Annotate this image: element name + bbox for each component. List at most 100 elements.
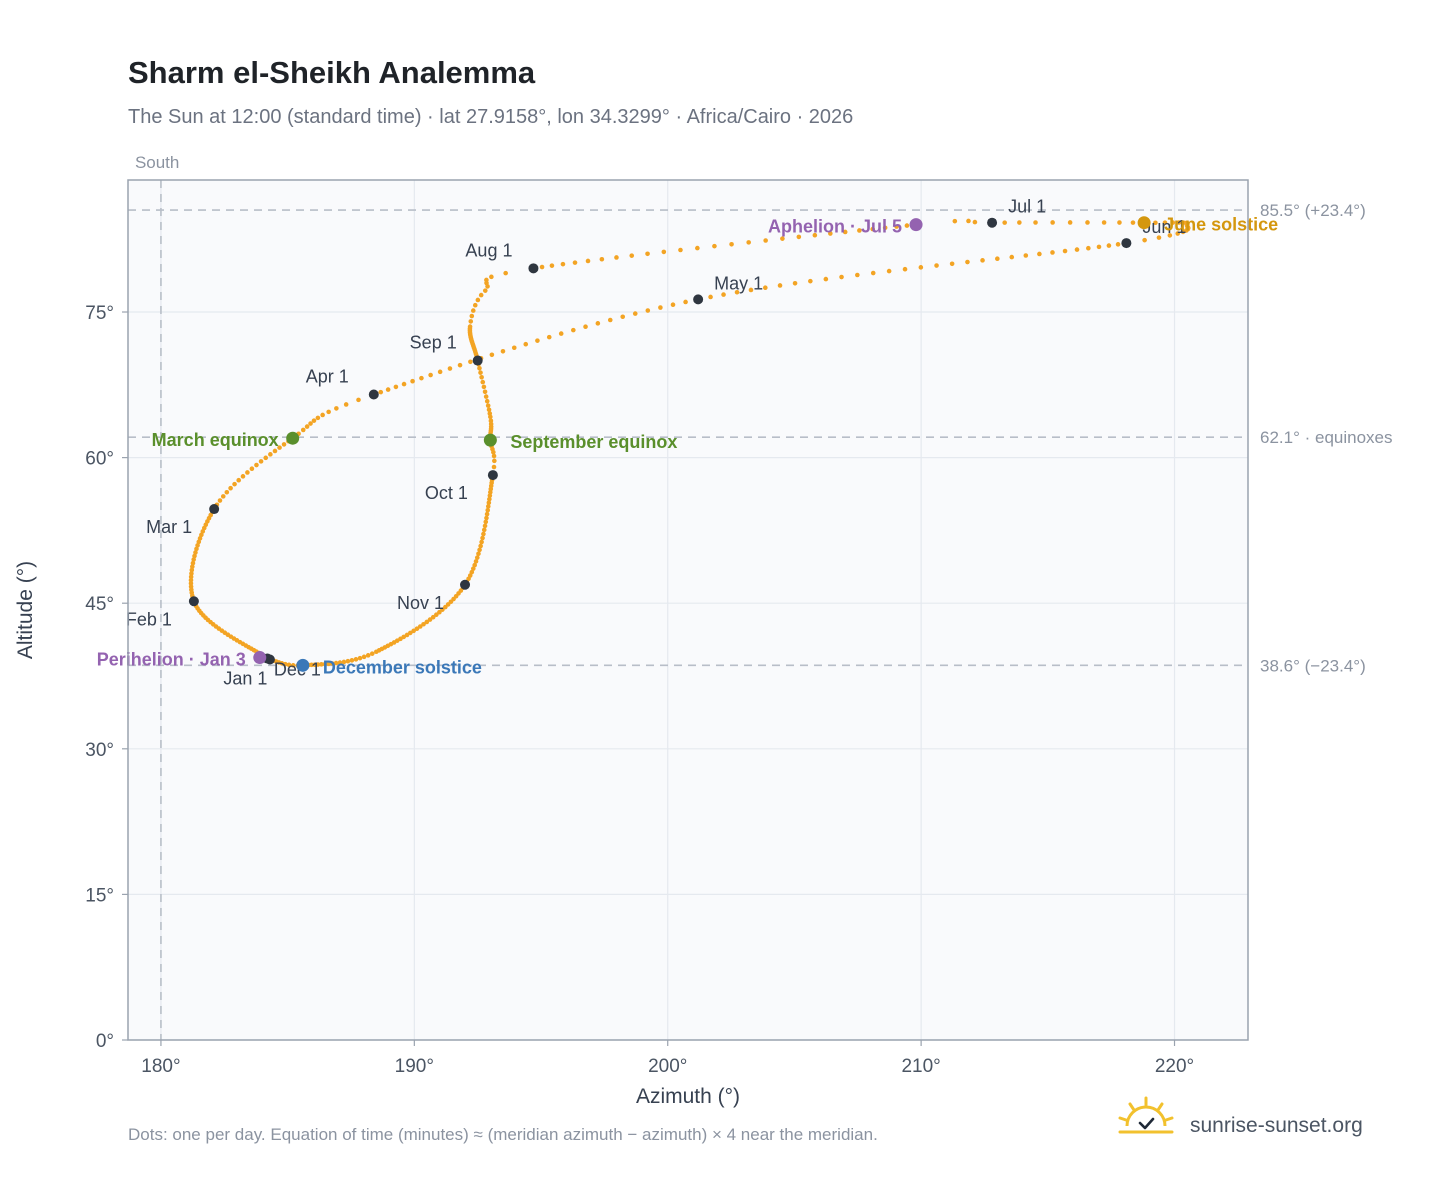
- day-dot: [424, 619, 430, 625]
- day-dot: [572, 260, 578, 265]
- day-dot: [558, 331, 564, 336]
- day-dot: [620, 314, 626, 320]
- event-dot-december-solstice: [296, 658, 310, 672]
- footer-note: Dots: one per day. Equation of time (min…: [128, 1125, 878, 1144]
- day-dot: [470, 308, 476, 313]
- day-dot: [304, 424, 310, 429]
- day-dot: [729, 241, 734, 247]
- event-dot-perihelion: [253, 651, 267, 665]
- day-dot: [485, 504, 491, 509]
- day-dot: [1130, 220, 1136, 225]
- day-dot: [857, 228, 862, 233]
- day-dot: [428, 372, 433, 378]
- day-dot: [658, 305, 663, 310]
- day-dot: [491, 453, 497, 459]
- day-dot: [1117, 220, 1122, 225]
- day-dot: [1050, 250, 1055, 255]
- day-dot: [330, 661, 335, 666]
- event-label-june-solstice: June solstice: [1164, 215, 1278, 235]
- day-dot: [300, 427, 306, 433]
- day-dot: [482, 288, 488, 293]
- month-label: Oct 1: [425, 483, 468, 503]
- day-dot: [337, 660, 343, 665]
- day-dot: [341, 659, 347, 665]
- month-dot: [1121, 238, 1132, 249]
- day-dot: [842, 229, 848, 235]
- day-dot: [217, 498, 223, 503]
- day-dot: [481, 527, 487, 533]
- day-dot: [645, 308, 651, 313]
- day-dot: [1009, 254, 1015, 260]
- day-dot: [356, 397, 361, 403]
- day-dot: [539, 264, 545, 270]
- day-dot: [311, 418, 317, 423]
- day-dot: [378, 389, 384, 395]
- day-dot: [408, 630, 413, 636]
- day-dot: [560, 261, 566, 267]
- month-dot: [693, 294, 704, 305]
- day-dot: [411, 628, 416, 634]
- day-dot: [645, 251, 650, 257]
- day-dot: [478, 292, 484, 298]
- x-tick-label: 180°: [141, 1056, 180, 1077]
- meridian-label: South: [135, 153, 179, 172]
- day-dot: [333, 660, 339, 666]
- axis-ticks: 180° 190° 200° 210° 220° 0° 15° 30° 45° 60° 75°: [85, 303, 1194, 1077]
- day-dot: [484, 398, 490, 404]
- day-dot: [535, 338, 540, 343]
- day-dot: [904, 223, 910, 228]
- day-dot: [952, 218, 958, 224]
- day-dot: [1176, 220, 1182, 225]
- day-dot: [503, 270, 508, 276]
- x-tick-label: 190°: [395, 1056, 434, 1077]
- month-dot: [987, 217, 998, 228]
- day-dot: [437, 609, 442, 615]
- day-dot: [972, 219, 978, 225]
- day-dot: [469, 313, 475, 319]
- y-tick-label: 15°: [85, 885, 114, 906]
- brand-name[interactable]: sunrise-sunset.org: [1190, 1114, 1363, 1137]
- day-dot: [319, 662, 324, 667]
- month-dot: [487, 470, 498, 481]
- x-axis-label: Azimuth (°): [636, 1085, 740, 1108]
- brand-logo[interactable]: sunrise-sunset.org: [1118, 1096, 1363, 1137]
- day-dot: [1074, 247, 1080, 252]
- day-dot: [812, 232, 818, 238]
- chart-title: Sharm el-Sheikh Analemma: [128, 55, 536, 90]
- day-dot: [839, 274, 844, 280]
- day-dot: [965, 259, 970, 265]
- day-dot: [488, 414, 493, 420]
- day-dot: [1037, 251, 1042, 257]
- day-dot: [489, 352, 495, 358]
- day-dot: [918, 265, 924, 270]
- day-dot: [683, 299, 688, 305]
- day-dot: [189, 567, 195, 573]
- day-dot: [483, 394, 489, 399]
- event-dot-june-solstice: [1137, 216, 1151, 230]
- day-dot: [249, 466, 255, 472]
- day-dot: [485, 284, 490, 289]
- day-dot: [468, 319, 474, 324]
- day-dot: [481, 384, 487, 390]
- month-dot: [368, 389, 379, 400]
- day-dot: [286, 662, 292, 668]
- day-dot: [315, 415, 321, 421]
- day-dot: [472, 302, 478, 308]
- day-dot: [365, 653, 371, 658]
- day-dot: [1101, 220, 1107, 225]
- month-dot: [264, 654, 275, 665]
- reference-label: 85.5° (+23.4°): [1260, 201, 1366, 220]
- day-dot: [1153, 220, 1158, 226]
- y-tick-label: 45°: [85, 594, 114, 615]
- day-dot: [1062, 248, 1068, 254]
- day-dot: [472, 562, 477, 568]
- day-dot: [281, 442, 287, 447]
- day-dot: [1167, 233, 1173, 238]
- event-dot-september-equinox: [483, 433, 497, 447]
- day-dot: [479, 374, 484, 380]
- day-dot: [828, 231, 833, 236]
- day-dot: [272, 448, 278, 454]
- month-dot: [209, 504, 220, 515]
